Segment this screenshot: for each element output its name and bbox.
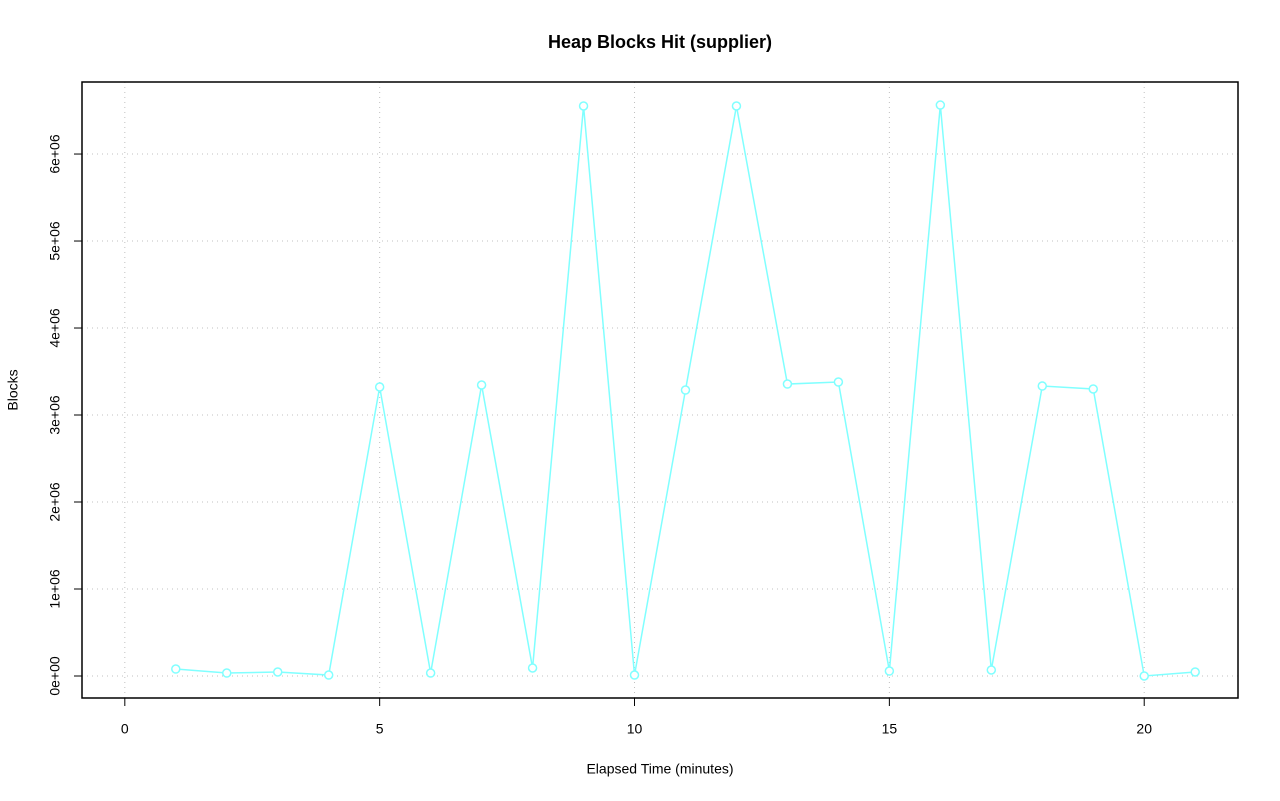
data-point xyxy=(374,382,385,392)
data-point xyxy=(986,665,997,675)
x-tick-label: 0 xyxy=(121,721,129,737)
data-point xyxy=(935,100,946,110)
data-point xyxy=(833,377,844,387)
x-tick-label: 20 xyxy=(1136,721,1152,737)
data-point xyxy=(476,380,487,390)
chart-title: Heap Blocks Hit (supplier) xyxy=(548,32,772,52)
data-point xyxy=(1037,381,1048,391)
y-tick-label: 5e+06 xyxy=(47,221,63,261)
data-point xyxy=(782,379,793,389)
data-point xyxy=(272,667,283,677)
y-tick-label: 1e+06 xyxy=(47,569,63,609)
y-tick-label: 6e+06 xyxy=(47,134,63,174)
x-tick-label: 15 xyxy=(882,721,898,737)
data-point xyxy=(731,101,742,111)
y-tick-label: 0e+00 xyxy=(47,656,63,696)
data-point xyxy=(680,385,691,395)
data-point xyxy=(1088,384,1098,394)
data-point xyxy=(629,670,640,680)
data-point xyxy=(578,101,589,111)
plot-frame xyxy=(81,81,1239,699)
y-tick-label: 3e+06 xyxy=(47,395,63,435)
data-point xyxy=(1139,671,1149,681)
data-point xyxy=(425,668,436,678)
x-axis-label: Elapsed Time (minutes) xyxy=(586,761,733,777)
data-point xyxy=(222,668,232,678)
x-tick-label: 5 xyxy=(376,721,384,737)
data-point xyxy=(1190,667,1200,677)
y-axis-label: Blocks xyxy=(5,369,21,410)
data-point xyxy=(884,666,895,676)
y-tick-label: 4e+06 xyxy=(47,308,63,348)
x-tick-label: 10 xyxy=(627,721,643,737)
data-point xyxy=(171,664,181,674)
y-tick-label: 2e+06 xyxy=(47,482,63,522)
data-point xyxy=(323,670,334,680)
data-point xyxy=(527,663,538,673)
